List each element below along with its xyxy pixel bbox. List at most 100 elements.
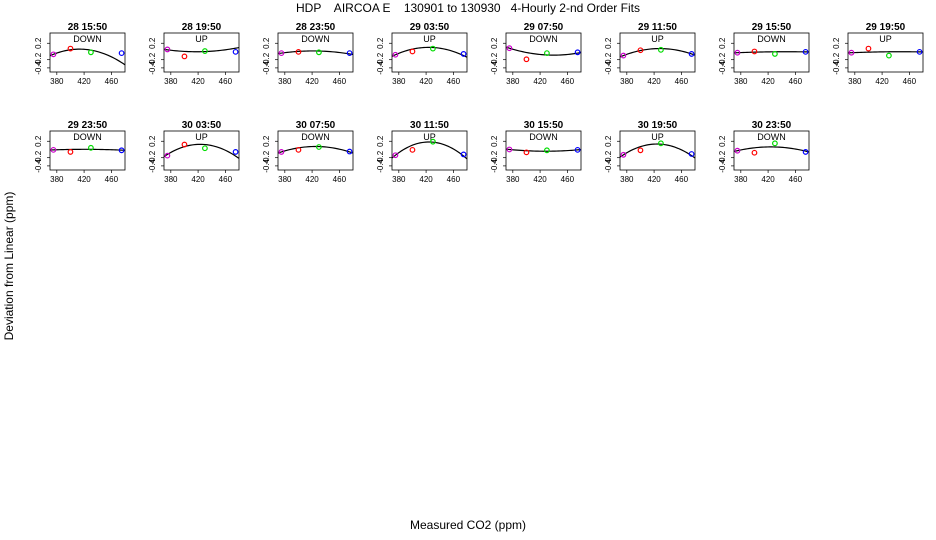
data-point [67, 45, 74, 52]
fit-curve [277, 145, 354, 154]
x-tick-label: 380 [734, 175, 748, 184]
x-tick-label: 460 [219, 77, 233, 86]
data-point [430, 45, 436, 52]
fit-curve [505, 148, 582, 152]
y-tick-label: -0.4 [34, 158, 43, 172]
x-tick-label: 380 [278, 175, 292, 184]
panel-direction-label: UP [651, 132, 664, 142]
x-tick-label: 460 [789, 175, 803, 184]
data-point [295, 48, 302, 55]
fit-curve [49, 48, 126, 66]
y-tick-label: -0.2 [832, 52, 841, 66]
data-point [278, 149, 285, 155]
data-point [460, 151, 467, 158]
y-tick-label: -0.4 [376, 60, 385, 74]
x-tick-label: 380 [164, 175, 178, 184]
y-tick-label: 0.2 [148, 37, 157, 49]
data-point [164, 46, 171, 53]
x-tick-label: 460 [675, 175, 689, 184]
fit-curve [163, 143, 240, 159]
data-point [430, 138, 436, 145]
x-tick-label: 380 [164, 77, 178, 86]
y-tick-label: -0.2 [604, 52, 613, 66]
y-tick-label: 0.2 [376, 37, 385, 49]
x-tick-label: 460 [561, 175, 575, 184]
panel-direction-label: DOWN [73, 132, 102, 142]
x-tick-label: 460 [789, 77, 803, 86]
y-tick-label: 0.2 [262, 135, 271, 147]
fit-curve [619, 47, 696, 58]
data-point [620, 151, 627, 158]
data-point [392, 152, 399, 159]
x-tick-label: 460 [561, 77, 575, 86]
x-tick-label: 380 [848, 77, 862, 86]
panel-frame [733, 130, 810, 171]
panel-direction-label: DOWN [73, 34, 102, 44]
data-point [67, 149, 74, 155]
data-point [544, 147, 550, 154]
panel-direction-label: UP [195, 34, 208, 44]
data-point [574, 49, 581, 56]
data-point [278, 50, 285, 57]
y-tick-label: -0.2 [34, 150, 43, 164]
panel-time-label: 30 03:50 [182, 120, 222, 131]
y-tick-label: -0.4 [262, 158, 271, 172]
data-point [346, 50, 353, 57]
y-tick-label: 0.2 [490, 37, 499, 49]
x-tick-label: 420 [77, 175, 91, 184]
data-point [637, 47, 644, 54]
x-tick-label: 420 [77, 77, 91, 86]
fit-curve [49, 148, 126, 151]
y-tick-label: -0.4 [604, 158, 613, 172]
x-axis-label: Measured CO2 (ppm) [409, 518, 527, 532]
y-tick-label: 0.2 [262, 37, 271, 49]
data-point [232, 149, 239, 155]
panel-direction-label: DOWN [757, 132, 786, 142]
data-point [88, 49, 94, 56]
data-point [772, 51, 778, 57]
panel-direction-label: DOWN [301, 34, 330, 44]
x-tick-label: 420 [191, 175, 205, 184]
data-point [295, 146, 302, 153]
data-point [802, 149, 809, 155]
panel-time-label: 29 23:50 [68, 120, 108, 131]
panel-time-label: 28 23:50 [296, 22, 336, 33]
fit-curve [733, 51, 810, 54]
x-tick-label: 420 [761, 77, 775, 86]
y-tick-label: -0.4 [376, 158, 385, 172]
panel-frame [277, 32, 354, 73]
data-point [688, 151, 695, 157]
y-tick-label: 0.2 [718, 37, 727, 49]
data-point [544, 50, 550, 57]
panel-frame [277, 130, 354, 171]
y-tick-label: -0.2 [376, 52, 385, 66]
panel-time-label: 30 19:50 [638, 120, 678, 131]
panel-frame [619, 32, 696, 73]
chart-title: HDP AIRCOA E 130901 to 130930 4-Hourly 2… [296, 1, 640, 15]
y-tick-label: 0.2 [34, 135, 43, 147]
y-tick-label: -0.2 [604, 150, 613, 164]
x-tick-label: 380 [620, 77, 634, 86]
data-point [620, 52, 627, 59]
data-point [316, 144, 322, 150]
y-tick-label: -0.2 [148, 52, 157, 66]
x-tick-label: 460 [333, 175, 347, 184]
fit-curve [847, 51, 924, 54]
panel-direction-label: UP [651, 34, 664, 44]
fit-curve [277, 50, 354, 56]
panel-direction-label: UP [195, 132, 208, 142]
panel-frame [391, 130, 468, 171]
data-point [346, 148, 353, 155]
fit-curve [391, 46, 468, 58]
y-tick-label: 0.2 [604, 37, 613, 49]
y-tick-label: -0.4 [262, 60, 271, 74]
data-point [658, 46, 664, 53]
data-point [658, 140, 664, 147]
panel-time-label: 30 11:50 [410, 120, 449, 131]
